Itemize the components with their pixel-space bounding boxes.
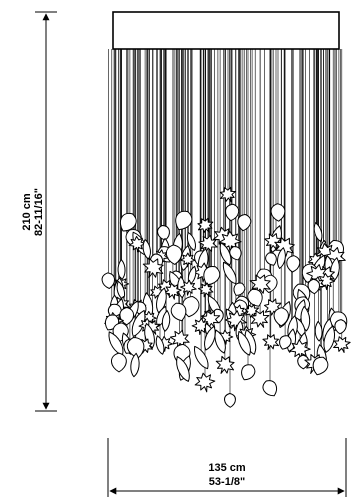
width-imperial-label: 53-1/8" [209,476,245,488]
leaf-pendant [270,203,286,222]
leaf-pendant [222,261,237,285]
leaf-pendant [180,279,197,296]
width-metric-label: 135 cm [208,462,246,474]
leaf-pendant [233,282,246,296]
leaf-pendant [225,203,240,222]
leaf-pendant [333,336,351,353]
leaf-pendant [144,323,155,349]
leaf-pendant [164,282,182,300]
height-metric-label: 210 cm [21,193,33,231]
leaf-pendant [197,282,214,298]
width-dimension: 135 cm 53-1/8" [107,438,347,497]
leaf-pendant [161,310,171,332]
leaf-cluster [101,186,351,408]
leaf-pendant [180,252,196,268]
leaf-pendant [194,345,209,370]
leaf-pendant [273,307,289,327]
leaf-pendant [279,335,292,350]
height-dimension: 210 cm 82-11/16" [21,11,57,412]
leaf-pendant [119,212,137,232]
leaf-pendant [157,225,170,241]
leaf-pendant [219,242,232,266]
leaf-pendant [155,335,165,355]
leaf-pendant [170,302,187,322]
leaf-pendant [101,272,116,290]
leaf-pendant [262,380,277,397]
leaf-pendant [241,364,256,381]
leaf-pendant [182,295,200,318]
leaf-pendant [214,329,226,354]
leaf-pendant [224,392,236,408]
leaf-pendant [265,252,277,266]
height-imperial-label: 82-11/16" [33,188,45,236]
leaf-pendant [119,306,135,326]
leaf-pendant [128,235,146,253]
leaf-pendant [247,288,263,307]
leaf-pendant [224,310,247,332]
leaf-pendant [264,233,283,251]
leaf-pendant [130,352,140,378]
leaf-pendant [286,255,301,273]
leaf-pendant [194,372,216,393]
leaf-pendant [142,258,164,279]
leaf-pendant [312,356,329,376]
leaf-pendant [250,310,270,328]
leaf-pendant [307,278,320,295]
leaf-pendant [313,222,323,242]
leaf-pendant [215,355,235,374]
leaf-pendant [262,334,280,351]
leaf-pendant [142,238,151,260]
leaf-pendant [111,352,127,373]
leaf-pendant [297,354,310,370]
canopy [112,11,340,50]
leaf-pendant [229,246,242,261]
leaf-pendant [316,272,336,291]
leaf-pendant [165,244,183,265]
leaf-pendant [314,320,323,342]
leaf-pendant [175,210,193,231]
leaf-pendant [334,319,347,335]
leaf-pendant [186,231,196,251]
leaf-pendant [197,217,214,233]
leaf-pendant [131,309,146,337]
leaf-pendant [277,247,286,269]
leaf-pendant [156,287,167,314]
leaf-pendant [176,356,190,382]
leaf-pendant [237,330,251,356]
leaf-pendant [323,325,336,353]
leaf-pendant [219,186,236,203]
leaf-pendant [237,213,252,232]
